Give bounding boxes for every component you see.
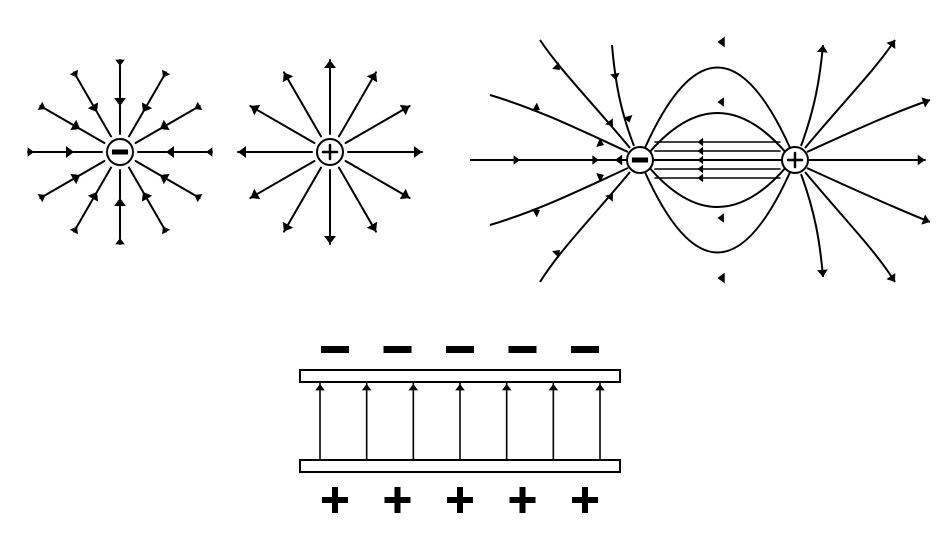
minus-sign [384, 346, 412, 353]
negative-charge-field [28, 60, 213, 245]
plus-sign [332, 487, 338, 513]
dipole-negative-charge [627, 147, 653, 173]
electric-field-diagram [0, 0, 940, 540]
minus-sign [446, 346, 474, 353]
positive-charge [317, 139, 343, 165]
bottom-plate [300, 460, 620, 472]
minus-sign [571, 346, 599, 353]
plus-sign [520, 487, 526, 513]
minus-sign [509, 346, 537, 353]
minus-sign [321, 346, 349, 353]
dipole-field [470, 37, 930, 284]
plus-sign [582, 487, 588, 513]
plus-sign [457, 487, 463, 513]
plus-sign [395, 487, 401, 513]
parallel-plate-capacitor [300, 346, 620, 513]
negative-charge [107, 139, 133, 165]
dipole-positive-charge [782, 147, 808, 173]
top-plate [300, 370, 620, 382]
positive-charge-field [238, 60, 422, 244]
